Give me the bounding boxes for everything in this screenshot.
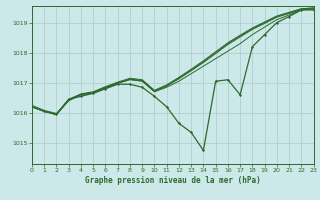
X-axis label: Graphe pression niveau de la mer (hPa): Graphe pression niveau de la mer (hPa): [85, 176, 261, 185]
